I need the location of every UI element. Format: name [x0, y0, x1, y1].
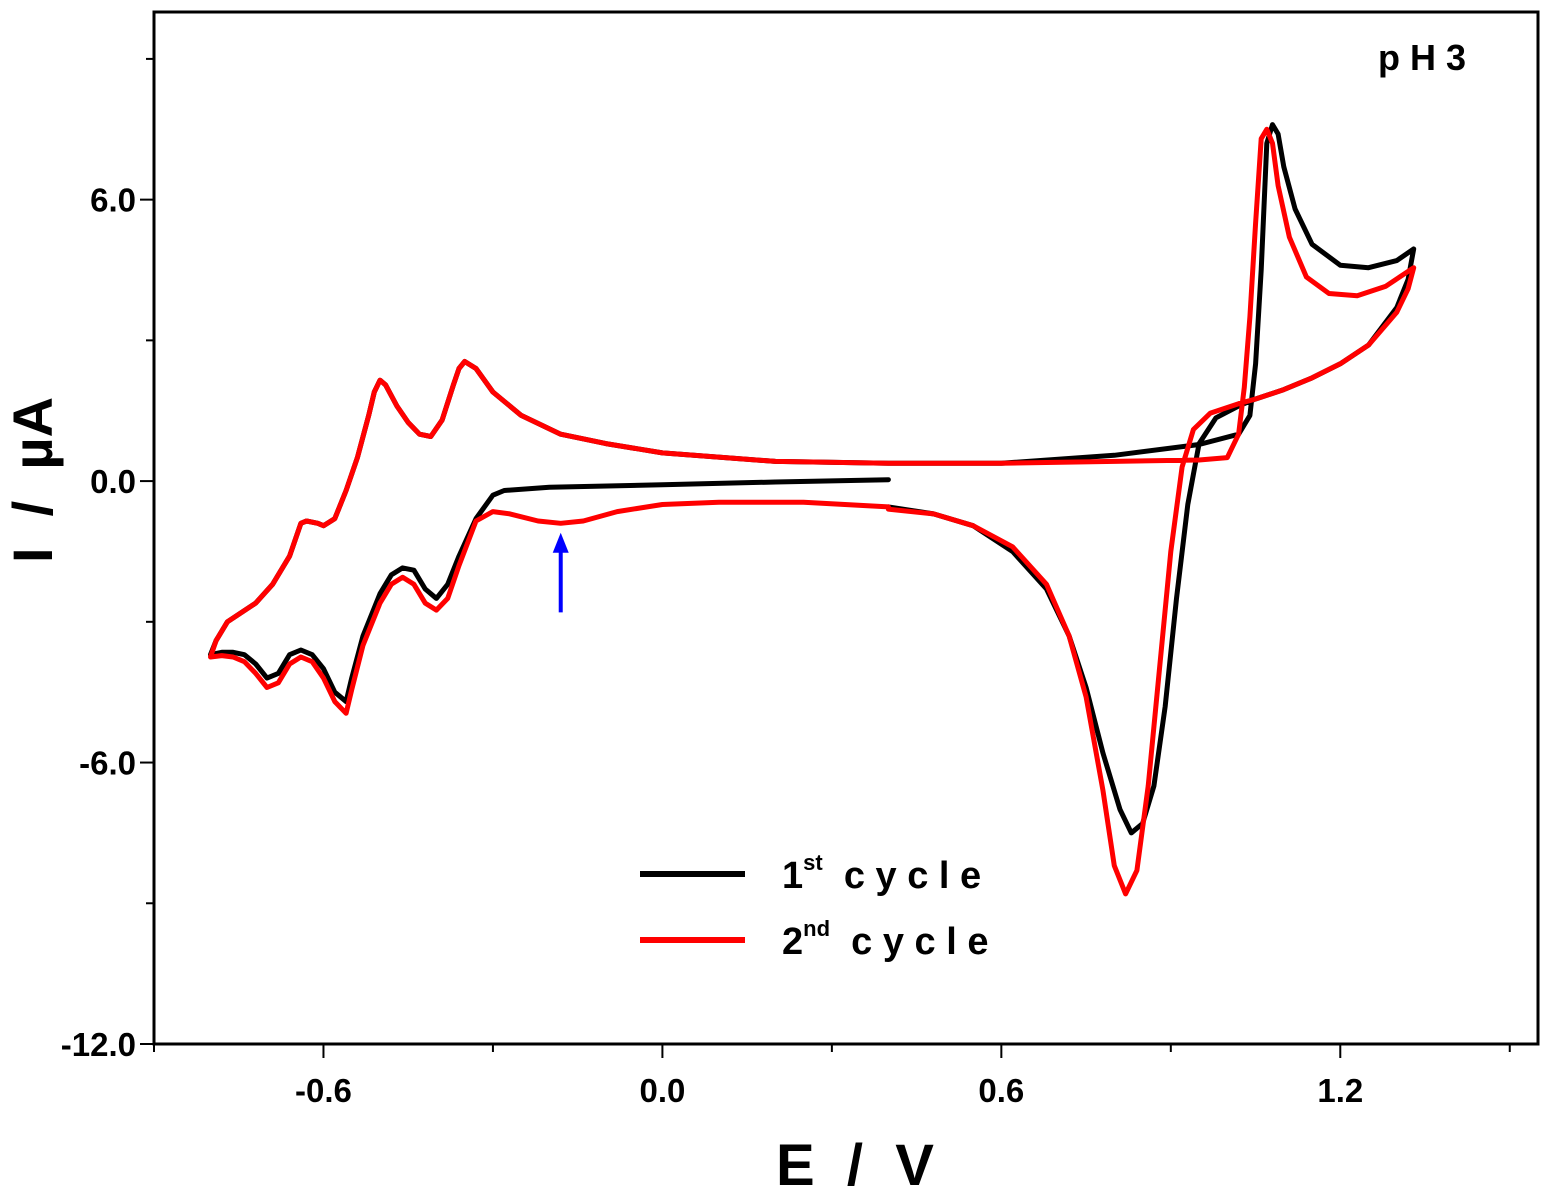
series-layer — [208, 122, 1417, 897]
y-axis-title: I / µA — [1, 397, 64, 563]
x-tick-label: 1.2 — [1317, 1072, 1363, 1109]
y-tick-label: -6.0 — [79, 745, 136, 782]
legend-label-1: 1st c y c l e — [782, 850, 981, 897]
x-axis-title: E / V — [776, 1133, 934, 1197]
ph-annotation: p H 3 — [1378, 37, 1466, 78]
legend-label-2: 2nd c y c l e — [782, 916, 988, 963]
y-axis: -12.0 -6.0 0.0 6.0 — [61, 57, 154, 1063]
x-tick-label: 0.6 — [978, 1072, 1024, 1109]
x-tick-label: -0.6 — [295, 1072, 352, 1109]
arrow-layer — [552, 532, 569, 613]
series-line-2 — [208, 126, 1417, 897]
y-tick-label: 0.0 — [90, 463, 136, 500]
y-tick-label: 6.0 — [90, 182, 136, 219]
x-axis: -0.6 0.0 0.6 1.2 — [153, 1044, 1511, 1109]
y-tick-label: -12.0 — [61, 1026, 136, 1063]
plot-frame — [152, 10, 1540, 1046]
arrow-head — [552, 532, 569, 553]
x-tick-label: 0.0 — [639, 1072, 685, 1109]
series-line-1 — [208, 122, 1417, 836]
legend: 1st c y c l e 2nd c y c l e — [640, 850, 988, 963]
